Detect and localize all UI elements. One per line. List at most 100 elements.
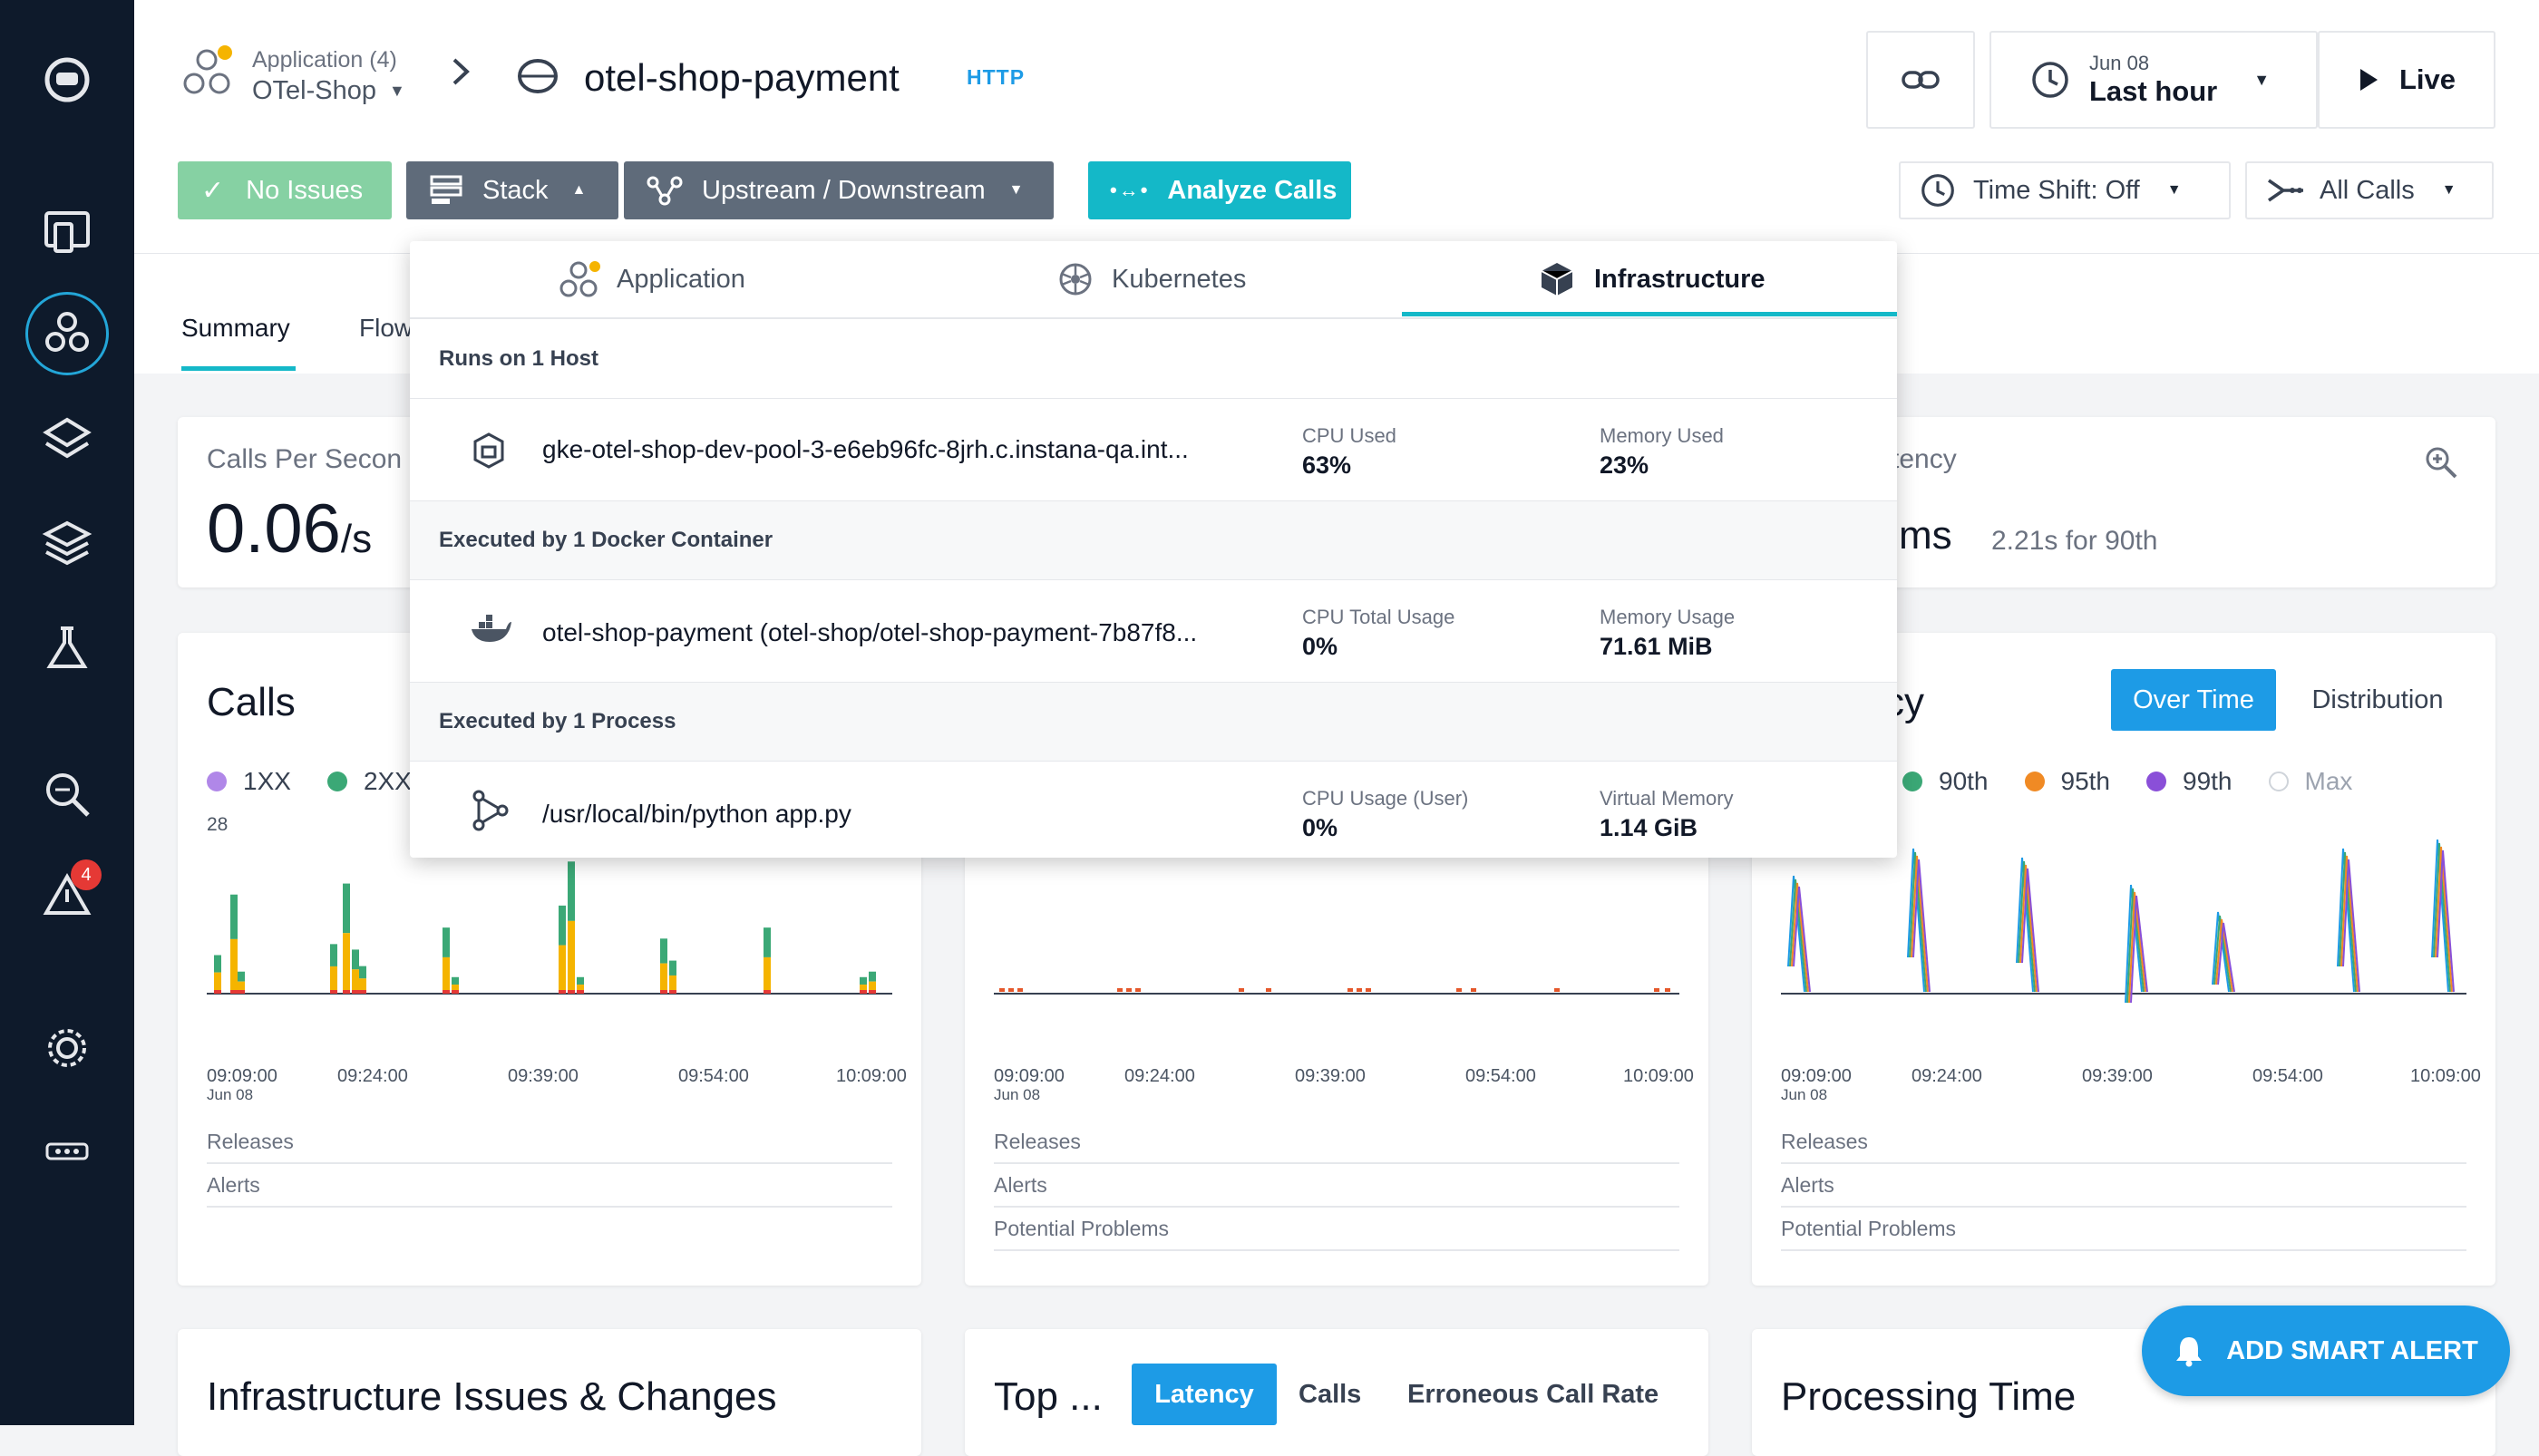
dropdown-tab-application[interactable]: Application: [559, 241, 794, 317]
smart-alert-label: ADD SMART ALERT: [2226, 1335, 2478, 1365]
bar-2xx-segment: [330, 966, 337, 994]
infrastructure-icon[interactable]: [34, 511, 100, 577]
x-tick-label: 09:39:00: [2082, 1066, 2153, 1086]
distribution-button[interactable]: Distribution: [2311, 684, 2444, 714]
analyze-calls-button[interactable]: •↔• Analyze Calls: [1088, 161, 1351, 219]
cpu-user-value: 0%: [1302, 814, 1338, 841]
tab-flow[interactable]: Flow: [359, 314, 413, 342]
error-marker: [1117, 988, 1123, 992]
divider: [994, 1162, 1679, 1164]
x-tick-label: 09:54:00: [2252, 1066, 2323, 1086]
memory-usage-label: Memory Usage: [1600, 606, 1736, 628]
releases-row: Releases: [1781, 1130, 1868, 1153]
all-calls-select[interactable]: All Calls ▼: [2245, 161, 2494, 219]
legend-dot: [2024, 772, 2045, 791]
breadcrumb-app-count[interactable]: Application (4): [252, 47, 397, 73]
zoom-icon[interactable]: [2423, 444, 2459, 480]
legend-99th[interactable]: 99th: [2146, 767, 2233, 796]
latency-line: [2342, 859, 2360, 993]
add-smart-alert-button[interactable]: ADD SMART ALERT: [2142, 1306, 2510, 1396]
calls-per-second-value: 0.06/s: [207, 490, 372, 568]
analytics-icon[interactable]: [34, 762, 100, 827]
dropdown-tab-infrastructure[interactable]: Infrastructure: [1538, 241, 1828, 317]
latency-line: [2128, 891, 2146, 1003]
bar-2xx-segment: [214, 972, 221, 994]
dropdown-tab-label: Infrastructure: [1594, 264, 1766, 294]
breadcrumb-chevron-icon: [450, 56, 472, 87]
releases-row: Releases: [207, 1130, 294, 1153]
bar-error-marker: [669, 990, 676, 994]
container-row[interactable]: otel-shop-payment (otel-shop/otel-shop-p…: [410, 580, 1897, 682]
potential-problems-row: Potential Problems: [1781, 1217, 1957, 1240]
events-icon[interactable]: 4: [34, 859, 102, 928]
legend-90th[interactable]: 90th: [1902, 767, 1989, 796]
application-icon: [559, 261, 600, 297]
dropdown-tab-label: Kubernetes: [1112, 264, 1247, 294]
bar-error-marker: [764, 990, 771, 994]
bar-2xx: [443, 927, 450, 957]
host-row[interactable]: gke-otel-shop-dev-pool-3-e6eb96fc-8jrh.c…: [410, 399, 1897, 500]
tab-erroneous[interactable]: Erroneous Call Rate: [1407, 1379, 1659, 1409]
latency-chart-svg: [1781, 840, 2466, 1003]
bar-2xx-segment: [568, 920, 575, 994]
upstream-downstream-button[interactable]: Upstream / Downstream ▼: [624, 161, 1054, 219]
x-date-label: Jun 08: [207, 1086, 254, 1103]
breadcrumb-app-name[interactable]: OTel-Shop ▼: [252, 76, 405, 106]
host-name[interactable]: gke-otel-shop-dev-pool-3-e6eb96fc-8jrh.c…: [542, 435, 1189, 463]
latency-sub: 2.21s for 90th: [1991, 526, 2158, 556]
latency-line: [2126, 888, 2145, 1003]
legend-label: 2XX: [363, 767, 412, 795]
dropdown-tab-kubernetes[interactable]: Kubernetes: [1057, 241, 1293, 317]
bar-2xx: [359, 966, 366, 979]
bar-error-marker: [869, 990, 876, 994]
process-icon: [470, 789, 510, 832]
latency-line: [1787, 875, 1805, 993]
legend-dot: [207, 772, 227, 791]
time-shift-label: Time Shift: Off: [1973, 175, 2140, 205]
stack-button[interactable]: Stack ▲: [406, 161, 618, 219]
time-range-picker[interactable]: Jun 08 Last hour ▼: [1989, 31, 2318, 129]
divider: [994, 1249, 1679, 1251]
bar-2xx-segment: [869, 981, 876, 994]
error-marker: [1135, 988, 1141, 992]
websites-icon[interactable]: [34, 199, 100, 265]
more-icon[interactable]: [34, 1119, 100, 1184]
bar-error-marker: [860, 990, 867, 994]
synthetic-icon[interactable]: [34, 615, 100, 680]
live-button[interactable]: Live: [2318, 31, 2495, 129]
legend-1xx[interactable]: 1XX: [207, 767, 291, 796]
x-tick-label: 09:24:00: [337, 1066, 408, 1086]
settings-gear-icon[interactable]: [34, 1015, 100, 1081]
infra-issues-card: Infrastructure Issues & Changes: [178, 1329, 921, 1456]
bar-2xx: [764, 927, 771, 957]
legend-95th[interactable]: 95th: [2024, 767, 2110, 796]
over-time-button[interactable]: Over Time: [2111, 669, 2276, 731]
legend-max[interactable]: Max: [2268, 767, 2352, 796]
process-row[interactable]: /usr/local/bin/python app.py CPU Usage (…: [410, 762, 1897, 863]
legend-2xx[interactable]: 2XX: [326, 767, 412, 796]
calls-chart-title: Calls: [207, 680, 296, 724]
applications-icon[interactable]: [25, 292, 109, 375]
bar-error-marker: [343, 990, 350, 994]
tab-summary[interactable]: Summary: [181, 314, 290, 342]
latency-line: [2130, 895, 2148, 1003]
no-issues-button[interactable]: ✓ No Issues: [178, 161, 392, 219]
latency-line: [2431, 840, 2449, 993]
clock-icon: [2032, 62, 2068, 98]
x-date-label: Jun 08: [1781, 1086, 1828, 1103]
instana-logo-icon[interactable]: [34, 45, 100, 111]
cpu-used-value: 63%: [1302, 451, 1352, 479]
tab-calls[interactable]: Calls: [1299, 1379, 1362, 1409]
process-name[interactable]: /usr/local/bin/python app.py: [542, 800, 851, 828]
time-shift-select[interactable]: Time Shift: Off ▼: [1899, 161, 2231, 219]
x-tick-label: 09:39:00: [1295, 1066, 1366, 1086]
calls-chart-svg: [207, 861, 892, 995]
caret-down-icon: ▼: [389, 82, 405, 100]
container-name[interactable]: otel-shop-payment (otel-shop/otel-shop-p…: [542, 618, 1198, 646]
share-link-button[interactable]: [1866, 31, 1975, 129]
cpu-total-value: 0%: [1302, 633, 1338, 660]
divider: [1781, 1206, 2466, 1208]
tab-latency[interactable]: Latency: [1132, 1364, 1277, 1425]
bar-2xx: [238, 971, 245, 982]
platforms-icon[interactable]: [34, 408, 100, 473]
